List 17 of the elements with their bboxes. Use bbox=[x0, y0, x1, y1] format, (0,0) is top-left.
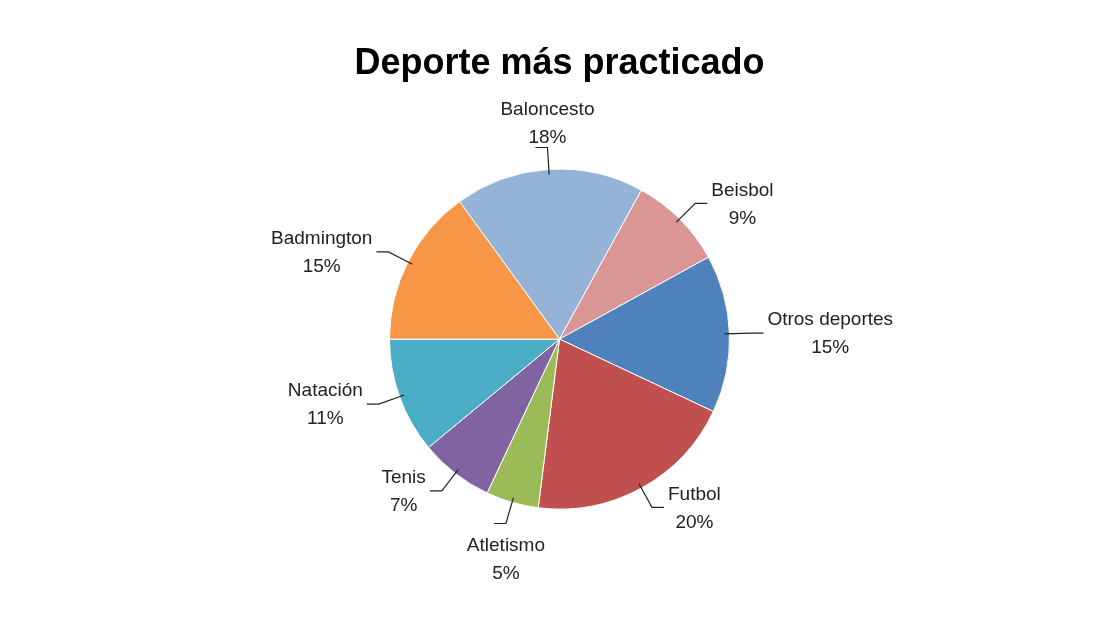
data-label: 18% bbox=[528, 125, 567, 147]
slice-label: Baloncesto bbox=[500, 97, 595, 119]
data-label: 7% bbox=[389, 494, 418, 516]
slice-label: Natación bbox=[287, 379, 363, 401]
slice-label: Beisbol bbox=[711, 178, 774, 200]
slice-label: Badmington bbox=[271, 227, 373, 249]
data-label: 20% bbox=[675, 510, 714, 532]
data-label: 15% bbox=[302, 255, 341, 277]
data-label: 9% bbox=[728, 206, 757, 228]
chart-title: Deporte más practicado bbox=[354, 40, 765, 82]
data-label: 15% bbox=[811, 336, 850, 358]
slice-label: Tenis bbox=[381, 466, 426, 488]
data-label: 5% bbox=[492, 561, 520, 583]
data-label: 11% bbox=[307, 407, 344, 429]
slice-label: Atletismo bbox=[466, 533, 545, 555]
slice-label: Futbol bbox=[667, 482, 721, 504]
slice-label: Otros deportes bbox=[767, 308, 894, 330]
